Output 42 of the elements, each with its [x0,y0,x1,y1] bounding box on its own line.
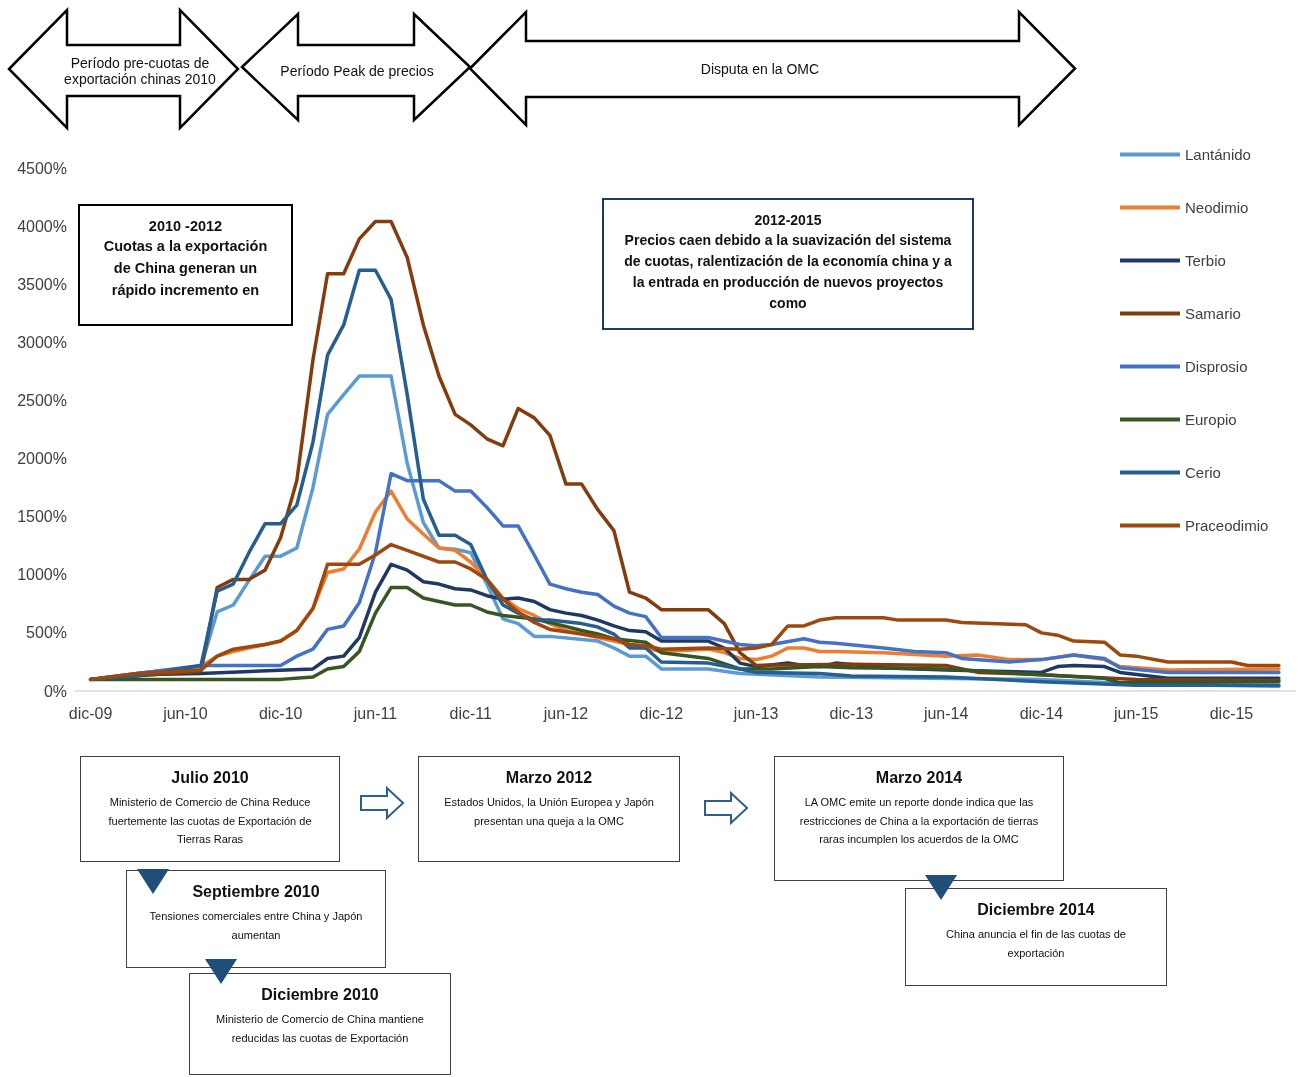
x-tick-label: dic-13 [829,704,874,722]
text: Disputa en la OMC [699,60,821,79]
legend-label: Disprosio [1185,358,1248,375]
text: Marzo 2012 Estados Unidos, la Unión Europea y Japón presentan una queja a la OMC [443,769,655,829]
x-tick-label: dic-10 [258,704,303,722]
y-tick-label: 4000% [17,217,67,235]
x-tick-label: dic-09 [68,704,113,722]
text: Período pre-cuotas de exportación chinas 2010 [63,53,217,89]
legend-label: Praceodimio [1185,517,1269,534]
text: Septiembre 2010 Tensiones comerciales entre China y Japón aumentan [148,883,364,943]
x-tick-label: dic-11 [449,704,493,722]
y-tick-label: 2500% [17,391,67,409]
x-tick-label: jun-13 [732,704,779,722]
y-tick-label: 1500% [17,508,67,526]
x-tick-label: jun-15 [1112,704,1159,722]
y-tick-label: 1000% [17,566,67,584]
text: Diciembre 2010 Ministerio de Comercio de China mantiene reducidas las cuotas de Exportación [215,986,425,1046]
legend-label: Cerio [1185,464,1221,481]
y-tick-label: 3000% [17,333,67,351]
x-tick-label: jun-14 [922,704,969,722]
x-tick-label: jun-11 [352,704,398,722]
x-tick-label: dic-12 [639,704,684,722]
legend-label: Terbio [1185,252,1226,269]
x-tick-label: jun-10 [162,704,208,722]
x-tick-label: dic-15 [1209,704,1254,722]
y-tick-label: 500% [26,624,67,642]
legend-label: Neodimio [1185,199,1249,216]
legend-label: Lantánido [1185,146,1251,163]
text: Período Peak de precios [279,61,435,81]
y-tick-label: 3500% [17,275,67,293]
annotation: 2012-2015 Precios caen debido a la suavización del sistema de cuotas, ralentización de la economía china y a la entrada en producción de nuevos proyectos como [623,212,953,313]
y-tick-label: 2000% [17,450,67,468]
y-tick-label: 0% [43,682,67,700]
text: Julio 2010 Ministerio de Comercio de China Reduce fuertemente las cuotas de Exportación de Tierras Raras [107,769,313,848]
annotation: 2010 -2012 Cuotas a la exportación de China generan un rápido incremento en [102,218,269,300]
y-tick-label: 4500% [17,159,67,177]
legend-label: Europio [1185,411,1237,428]
text: Diciembre 2014 China anuncia el fin de las cuotas de exportación [945,901,1127,961]
text: Marzo 2014 LA OMC emite un reporte donde indica que las restricciones de China a la exportación de tierras raras incumplen los acuerdos de la OMC [798,769,1040,848]
x-tick-label: dic-14 [1019,704,1064,722]
x-tick-label: jun-12 [542,704,589,722]
legend-label: Samario [1185,305,1241,322]
